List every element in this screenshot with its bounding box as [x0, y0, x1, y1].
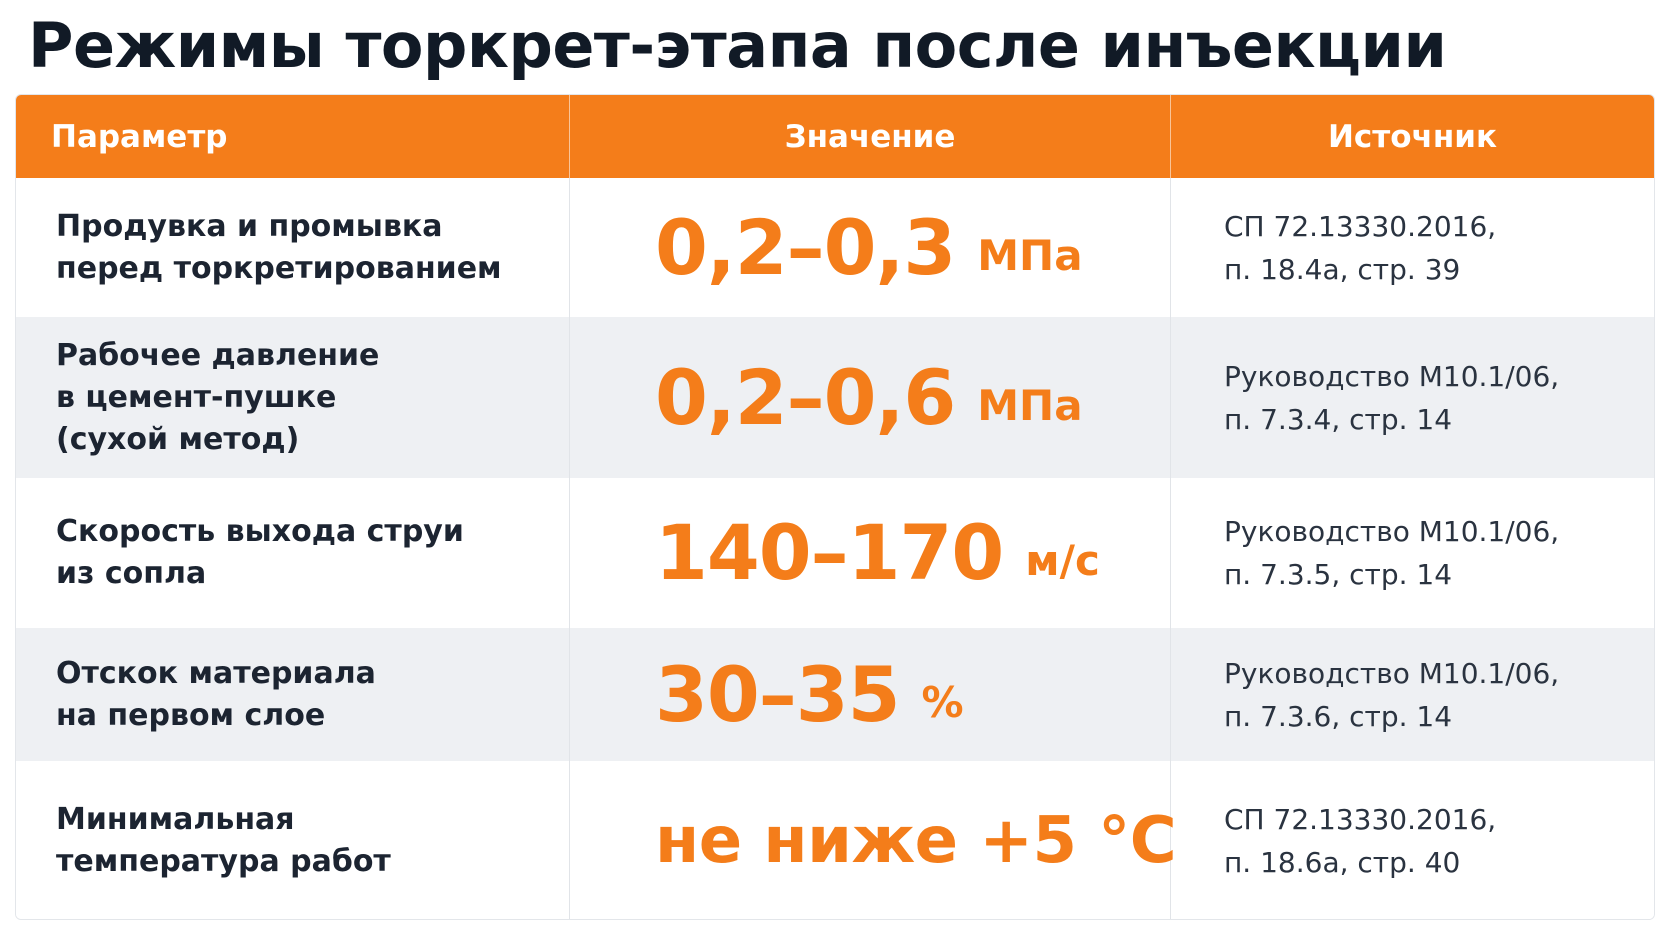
source-cell: Руководство М10.1/06, п. 7.3.4, стр. 14: [1171, 317, 1654, 478]
source-cell: СП 72.13330.2016, п. 18.6а, стр. 40: [1171, 761, 1654, 919]
param-label: Продувка и промывка перед торкретировани…: [56, 208, 502, 286]
source-reference: Руководство М10.1/06, п. 7.3.5, стр. 14: [1224, 515, 1560, 591]
page-title: Режимы торкрет-этапа после инъекции: [28, 9, 1447, 82]
header-source: Источник: [1327, 118, 1498, 155]
param-cell: Продувка и промывка перед торкретировани…: [16, 178, 570, 317]
param-label: Минимальная температура работ: [56, 801, 391, 879]
value-number: 140–170: [655, 508, 1004, 597]
table-row: Минимальная температура работ не ниже +5…: [16, 761, 1654, 919]
table-row: Скорость выхода струи из сопла 140–170 м…: [16, 478, 1654, 628]
source-reference: СП 72.13330.2016, п. 18.4а, стр. 39: [1224, 209, 1497, 286]
value-cell: 0,2–0,3 МПа: [570, 178, 1171, 317]
value-cell: не ниже +5 °C: [570, 761, 1177, 919]
param-label: Отскок материала на первом слое: [56, 655, 376, 733]
value-cell: 0,2–0,6 МПа: [570, 317, 1171, 478]
header-param: Параметр: [16, 95, 570, 178]
source-cell: СП 72.13330.2016, п. 18.4а, стр. 39: [1171, 178, 1654, 317]
value-number: 30–35: [655, 649, 901, 739]
source-reference: Руководство М10.1/06, п. 7.3.6, стр. 14: [1224, 656, 1560, 733]
parameters-table: Параметр Значение Источник Продувка и пр…: [15, 94, 1655, 920]
header-value: Значение: [570, 95, 1171, 178]
source-reference: Руководство М10.1/06, п. 7.3.4, стр. 14: [1224, 359, 1560, 436]
value-number: 0,2–0,6: [655, 352, 956, 442]
table-row: Отскок материала на первом слое 30–35 % …: [16, 628, 1654, 761]
value-number: не ниже +5 °C: [655, 803, 1177, 878]
source-cell: Руководство М10.1/06, п. 7.3.5, стр. 14: [1171, 478, 1654, 628]
table-row: Продувка и промывка перед торкретировани…: [16, 178, 1654, 317]
table-header: Параметр Значение Источник: [16, 95, 1654, 178]
value-cell: 30–35 %: [570, 628, 1171, 761]
table-row: Рабочее давление в цемент-пушке (сухой м…: [16, 317, 1654, 478]
value-unit: МПа: [977, 230, 1083, 280]
param-cell: Отскок материала на первом слое: [16, 628, 570, 761]
source-reference: СП 72.13330.2016, п. 18.6а, стр. 40: [1224, 802, 1497, 879]
value-unit: МПа: [977, 380, 1083, 430]
value-unit: м/с: [1025, 536, 1100, 585]
param-label: Скорость выхода струи из сопла: [56, 514, 464, 591]
value-number: 0,2–0,3: [655, 202, 956, 292]
source-cell: Руководство М10.1/06, п. 7.3.6, стр. 14: [1171, 628, 1654, 761]
param-cell: Минимальная температура работ: [16, 761, 570, 919]
value-unit: %: [921, 677, 964, 727]
param-label: Рабочее давление в цемент-пушке (сухой м…: [56, 337, 380, 457]
param-cell: Скорость выхода струи из сопла: [16, 478, 570, 628]
param-cell: Рабочее давление в цемент-пушке (сухой м…: [16, 317, 570, 478]
value-cell: 140–170 м/с: [570, 478, 1171, 628]
